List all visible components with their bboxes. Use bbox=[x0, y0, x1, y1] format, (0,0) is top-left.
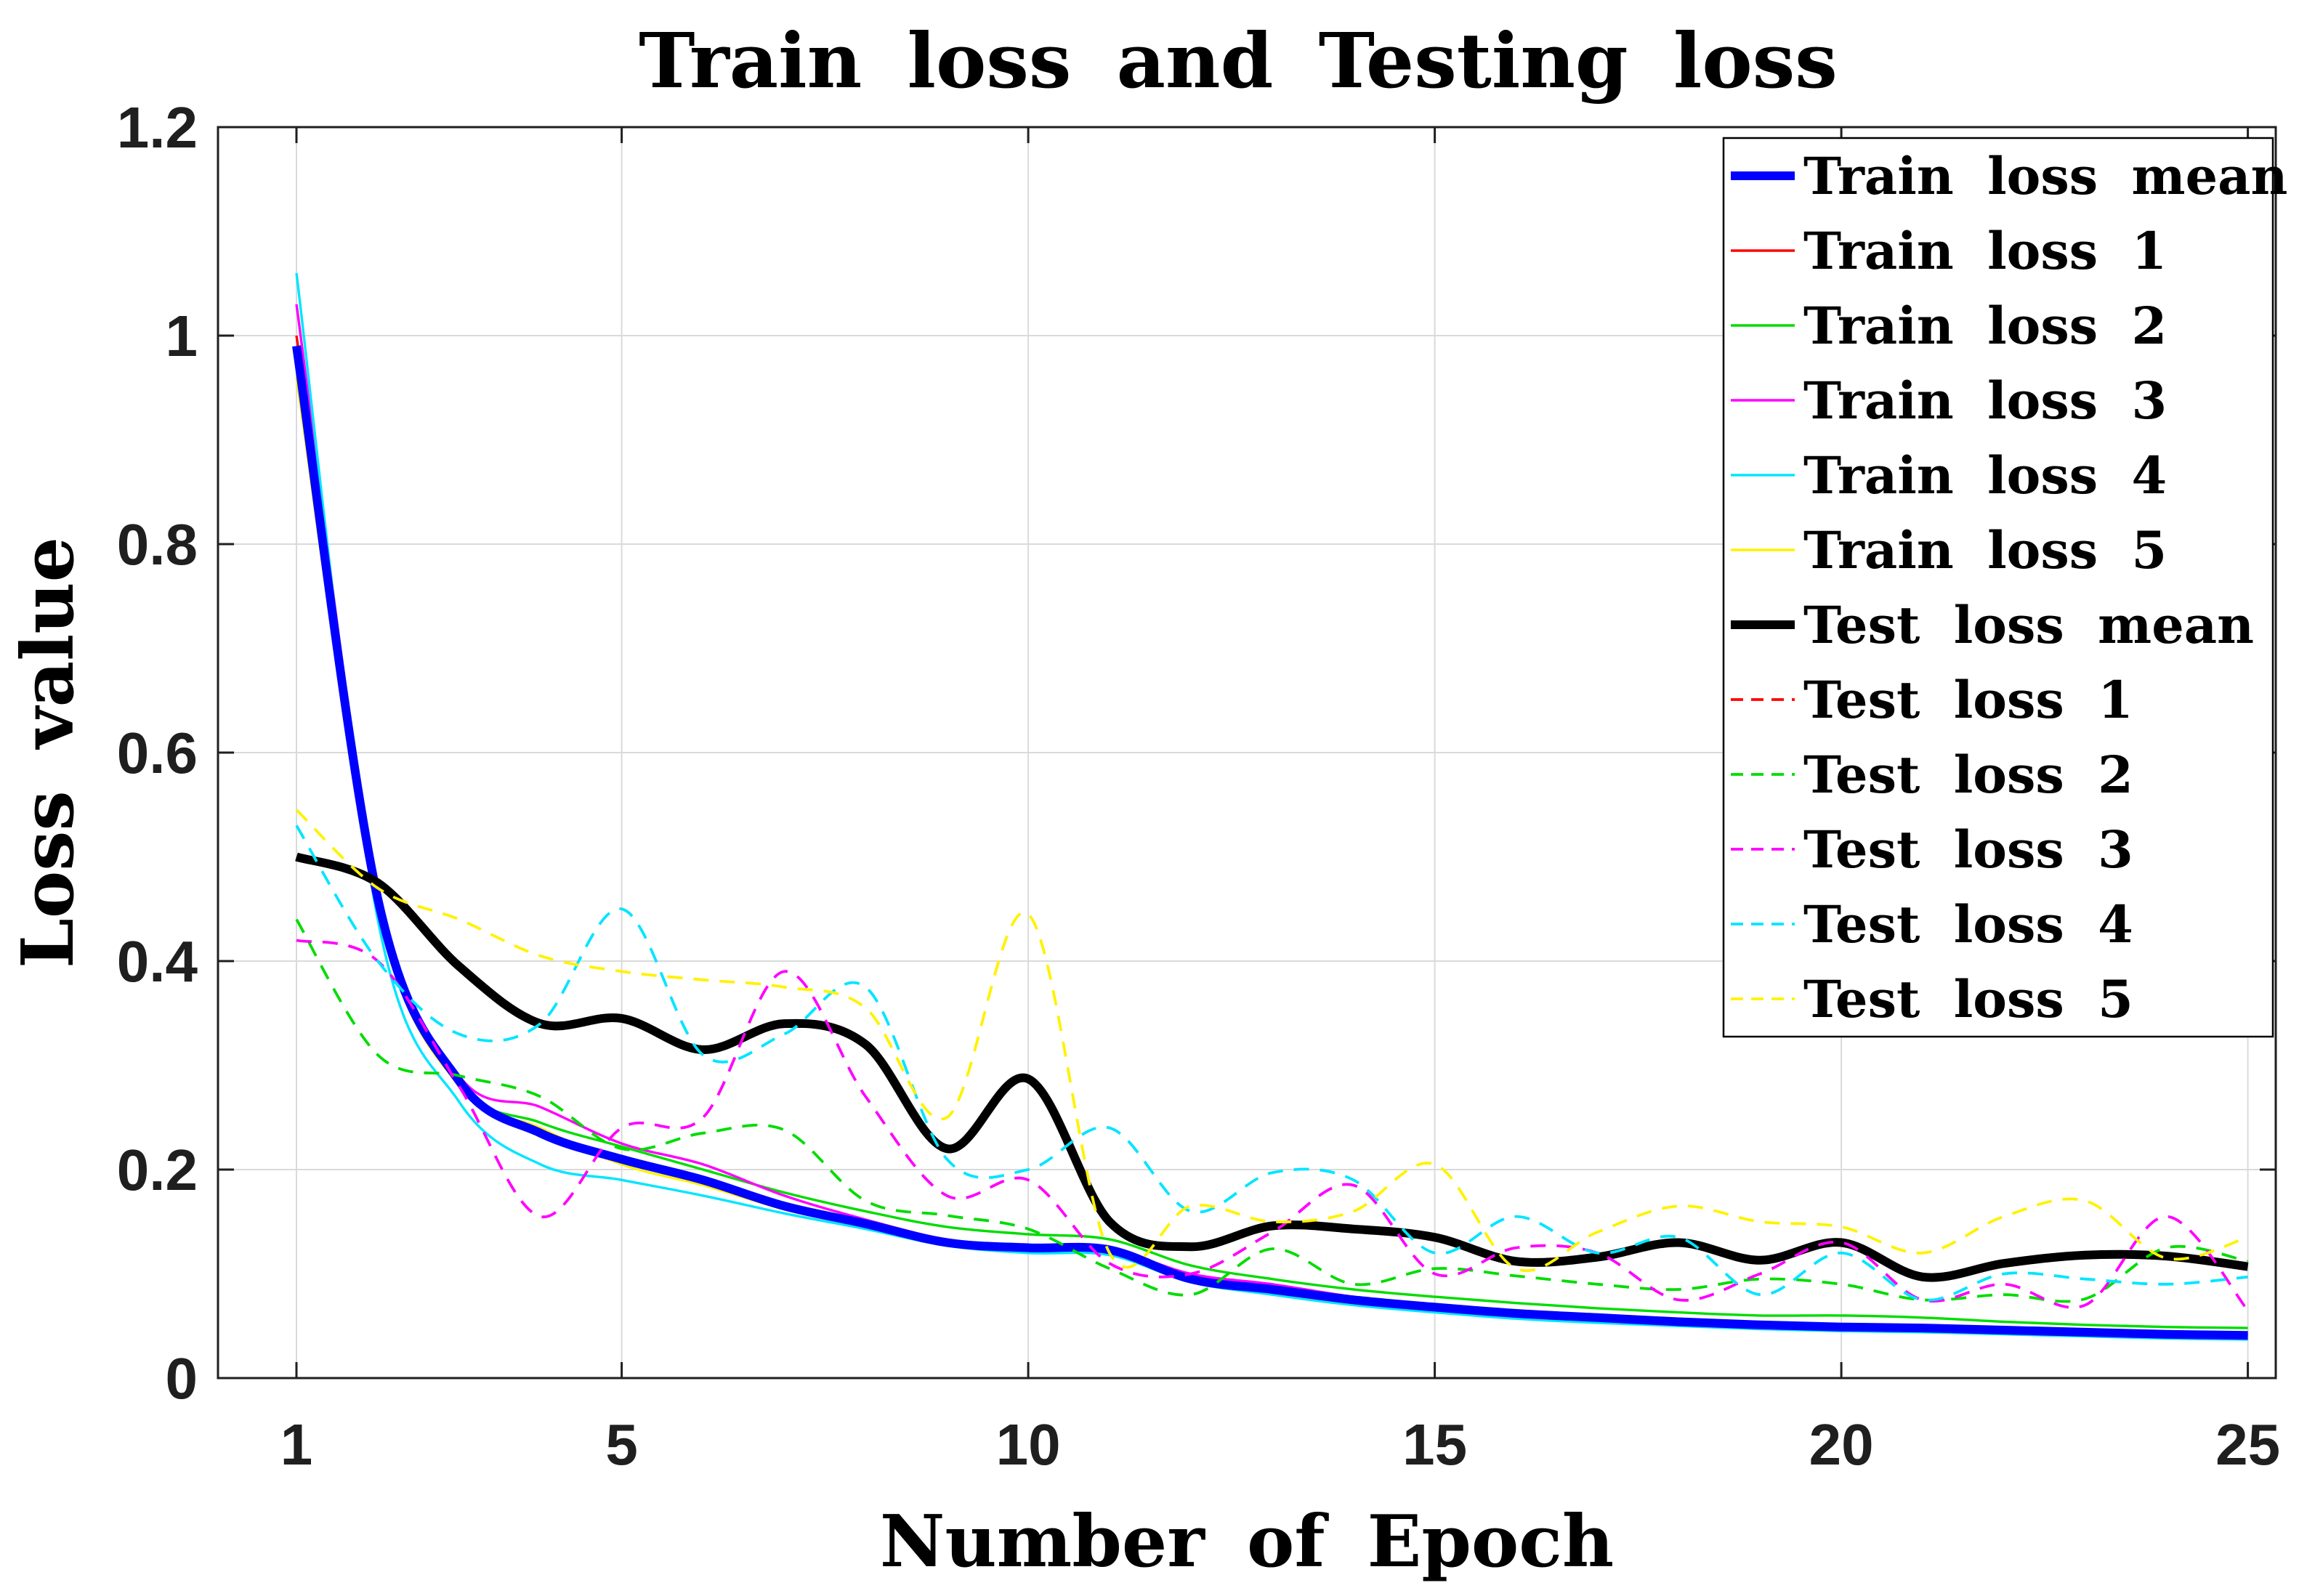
legend-label: Train loss 1 bbox=[1803, 221, 2167, 281]
legend-label: Test loss 3 bbox=[1803, 819, 2133, 880]
x-tick-label: 10 bbox=[996, 1412, 1061, 1477]
legend-label: Train loss 3 bbox=[1803, 370, 2167, 431]
legend-item: Test loss 5 bbox=[1731, 969, 2133, 1029]
series-test-loss-2 bbox=[295, 918, 2248, 1303]
legend-item: Train loss 1 bbox=[1731, 221, 2167, 281]
legend-item: Train loss 3 bbox=[1731, 370, 2167, 431]
legend-item: Train loss 4 bbox=[1731, 445, 2167, 506]
legend: Train loss mean Train loss 1 Train loss 2 T… bbox=[1722, 137, 2287, 1038]
legend-item: Test loss 4 bbox=[1731, 894, 2133, 955]
legend-label: Train loss 4 bbox=[1803, 445, 2167, 506]
y-tick-label: 1 bbox=[166, 304, 198, 368]
legend-label: Train loss 5 bbox=[1803, 520, 2167, 580]
y-tick-label: 0 bbox=[166, 1346, 198, 1411]
legend-label: Test loss 1 bbox=[1803, 670, 2133, 730]
y-tick-label: 0.2 bbox=[117, 1138, 198, 1202]
legend-label: Test loss mean bbox=[1803, 595, 2254, 655]
legend-box bbox=[1722, 137, 2274, 1038]
x-tick-label: 15 bbox=[1402, 1412, 1467, 1477]
x-tick-label: 20 bbox=[1809, 1412, 1874, 1477]
legend-label: Train loss 2 bbox=[1803, 296, 2167, 356]
y-tick-label: 0.4 bbox=[117, 929, 198, 994]
axes-box bbox=[217, 126, 2277, 1380]
x-tick-label: 5 bbox=[605, 1412, 638, 1477]
series-group bbox=[292, 272, 2250, 1341]
legend-item: Test loss 3 bbox=[1731, 819, 2133, 880]
legend-item: Train loss 5 bbox=[1731, 520, 2167, 580]
legend-label: Test loss 2 bbox=[1803, 745, 2133, 805]
series-test-loss-3 bbox=[296, 939, 2250, 1311]
series-test-loss-4 bbox=[295, 825, 2248, 1302]
x-tick-label: 25 bbox=[2215, 1412, 2280, 1477]
legend-item: Test loss mean bbox=[1731, 595, 2254, 655]
x-tick-label: 1 bbox=[280, 1412, 313, 1477]
legend-item: Train loss mean bbox=[1731, 146, 2287, 206]
y-axis-label: Loss value bbox=[7, 537, 90, 968]
series-test-loss-5 bbox=[295, 809, 2249, 1272]
y-tick-label: 0.6 bbox=[117, 721, 198, 785]
x-axis-label: Number of Epoch bbox=[880, 1500, 1614, 1584]
legend-item: Test loss 2 bbox=[1731, 745, 2133, 805]
legend-label: Test loss 4 bbox=[1803, 894, 2133, 955]
series-train-loss-mean bbox=[292, 345, 2248, 1340]
legend-label: Test loss 5 bbox=[1803, 969, 2133, 1029]
legend-item: Train loss 2 bbox=[1731, 296, 2167, 356]
series-test-loss-mean bbox=[295, 852, 2249, 1282]
legend-label: Train loss mean bbox=[1803, 146, 2287, 206]
legend-item: Test loss 1 bbox=[1731, 670, 2133, 730]
chart-title: Train loss and Testing loss bbox=[639, 16, 1838, 105]
y-tick-label: 1.2 bbox=[117, 95, 198, 160]
y-tick-label: 0.8 bbox=[117, 512, 198, 577]
